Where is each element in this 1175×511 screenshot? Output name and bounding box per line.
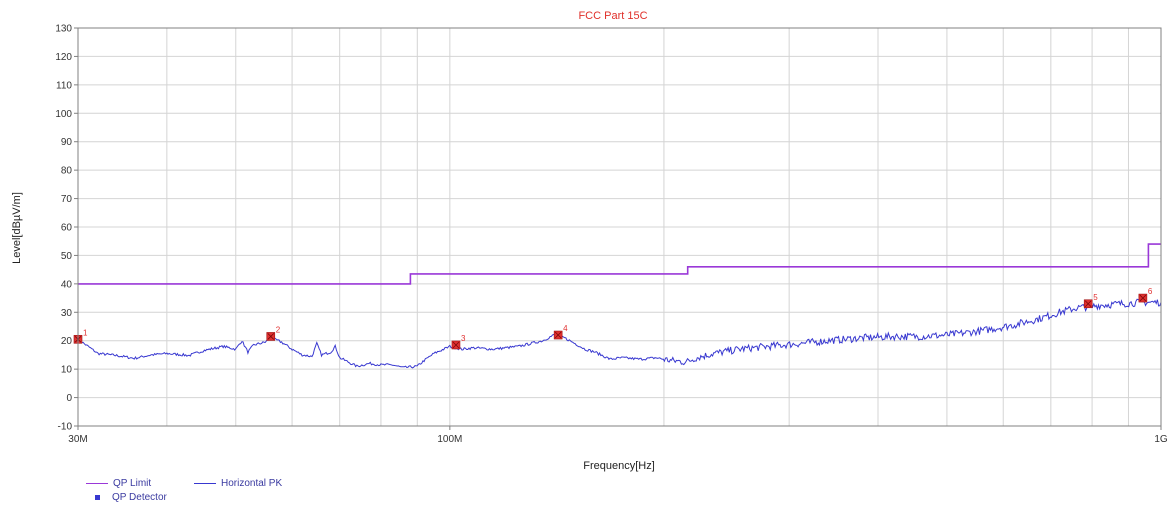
qp-detector-marker-label: 4 <box>563 324 568 333</box>
y-axis-label: Level[dBµV/m] <box>11 192 23 264</box>
legend-swatch-qp-detector <box>95 495 100 500</box>
y-tick-label: 20 <box>61 336 73 347</box>
qp-detector-marker-cross <box>554 331 562 339</box>
y-axis-ticks: -10 0 10 20 30 40 50 60 70 80 90 100 110 120 130 <box>55 24 78 433</box>
y-tick-label: 50 <box>61 251 73 262</box>
y-tick-label: 110 <box>56 80 72 91</box>
y-tick-label: 30 <box>61 308 73 319</box>
x-axis-label: Frequency[Hz] <box>583 460 655 472</box>
y-tick-label: 120 <box>55 52 72 63</box>
x-tick-label: 1G <box>1154 434 1168 445</box>
plot-frame <box>77 27 1162 427</box>
y-tick-label: 60 <box>61 223 73 234</box>
qp-detector-marker-cross <box>452 341 460 349</box>
y-tick-label: 130 <box>55 24 72 35</box>
legend-swatch-qp-limit <box>86 483 108 484</box>
legend-item-horizontal-pk: Horizontal PK <box>194 478 282 489</box>
y-tick-label: 90 <box>61 137 73 148</box>
legend-item-qp-limit: QP Limit <box>86 478 151 489</box>
y-tick-label: 40 <box>61 279 73 290</box>
qp-detector-marker-label: 1 <box>83 328 88 337</box>
x-axis-ticks: 30M 100M 1G <box>68 426 1168 445</box>
y-tick-label: 80 <box>61 166 73 177</box>
y-tick-label: 100 <box>55 109 72 120</box>
y-tick-label: 0 <box>66 393 72 404</box>
x-tick-label: 100M <box>437 434 462 445</box>
qp-detector-marker-cross <box>1139 294 1147 302</box>
qp-detector-marker-label: 3 <box>461 334 466 343</box>
x-tick-label: 30M <box>68 434 87 445</box>
legend-label-qp-limit: QP Limit <box>113 478 152 489</box>
qp-detector-marker-label: 5 <box>1093 293 1098 302</box>
legend: QP Limit Horizontal PK QP Detector <box>86 478 406 510</box>
qp-detector-marker-label: 6 <box>1148 287 1153 296</box>
horizontal-pk-trace <box>77 298 1162 369</box>
qp-detector-marker-cross <box>1084 300 1092 308</box>
legend-label-horizontal-pk: Horizontal PK <box>221 478 283 489</box>
y-tick-label: -10 <box>58 422 73 433</box>
series-layer <box>77 243 1162 369</box>
y-tick-label: 10 <box>61 365 73 376</box>
qp-detector-marker-label: 2 <box>276 325 281 334</box>
legend-item-qp-detector: QP Detector <box>86 492 167 503</box>
chart-title: FCC Part 15C <box>578 10 647 22</box>
y-tick-label: 70 <box>61 194 73 205</box>
legend-label-qp-detector: QP Detector <box>112 492 167 503</box>
legend-swatch-horizontal-pk <box>194 483 216 484</box>
qp-detector-marker-cross <box>267 333 275 340</box>
qp-detector-markers: 1 2 3 4 5 6 <box>73 287 1153 350</box>
qp-limit-line <box>78 243 1161 285</box>
